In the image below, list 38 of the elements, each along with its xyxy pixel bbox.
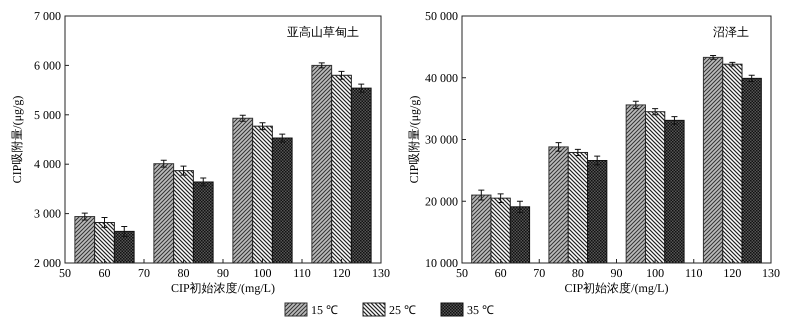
y-tick-label: 30 000	[425, 132, 458, 146]
y-axis-title: CIP吸附量/(μg/g)	[10, 96, 24, 184]
legend-label: 35 ℃	[467, 303, 494, 317]
x-tick-label: 130	[762, 266, 780, 280]
x-tick-label: 50	[456, 266, 468, 280]
x-tick-label: 130	[372, 266, 390, 280]
x-tick-label: 100	[254, 266, 272, 280]
x-tick-label: 70	[533, 266, 546, 280]
y-tick-label: 6 000	[34, 58, 61, 72]
legend-label: 25 ℃	[389, 303, 416, 317]
y-tick-label: 3 000	[34, 206, 61, 221]
annotation: 亚高山草甸土	[287, 25, 359, 39]
y-tick-label: 20 000	[425, 194, 458, 208]
y-tick-label: 5 000	[34, 108, 61, 122]
y-tick-label: 50 000	[425, 9, 458, 23]
x-axis-title: CIP初始浓度/(mg/L)	[564, 281, 668, 295]
y-tick-label: 4 000	[34, 157, 61, 172]
x-tick-label: 90	[610, 266, 622, 280]
y-tick-label: 2 000	[34, 256, 61, 270]
x-tick-label: 110	[684, 266, 703, 280]
x-tick-label: 70	[138, 266, 150, 280]
x-tick-label: 60	[98, 266, 110, 280]
x-tick-label: 80	[572, 266, 584, 280]
x-tick-label: 50	[59, 266, 71, 280]
y-tick-label: 7 000	[34, 9, 61, 23]
y-tick-label: 40 000	[425, 70, 458, 85]
x-tick-label: 110	[293, 266, 311, 280]
x-tick-label: 80	[178, 266, 190, 280]
x-tick-label: 90	[217, 266, 229, 280]
x-tick-label: 120	[723, 266, 742, 280]
x-tick-label: 100	[646, 266, 664, 280]
legend-label: 15 ℃	[311, 303, 338, 317]
x-tick-label: 60	[494, 266, 507, 280]
y-tick-label: 10 000	[425, 256, 458, 270]
x-axis-title: CIP初始浓度/(mg/L)	[171, 281, 275, 295]
y-axis-title: CIP吸附量/(μg/g)	[407, 96, 421, 184]
annotation: 沼泽土	[713, 25, 749, 39]
x-tick-label: 120	[332, 266, 350, 280]
